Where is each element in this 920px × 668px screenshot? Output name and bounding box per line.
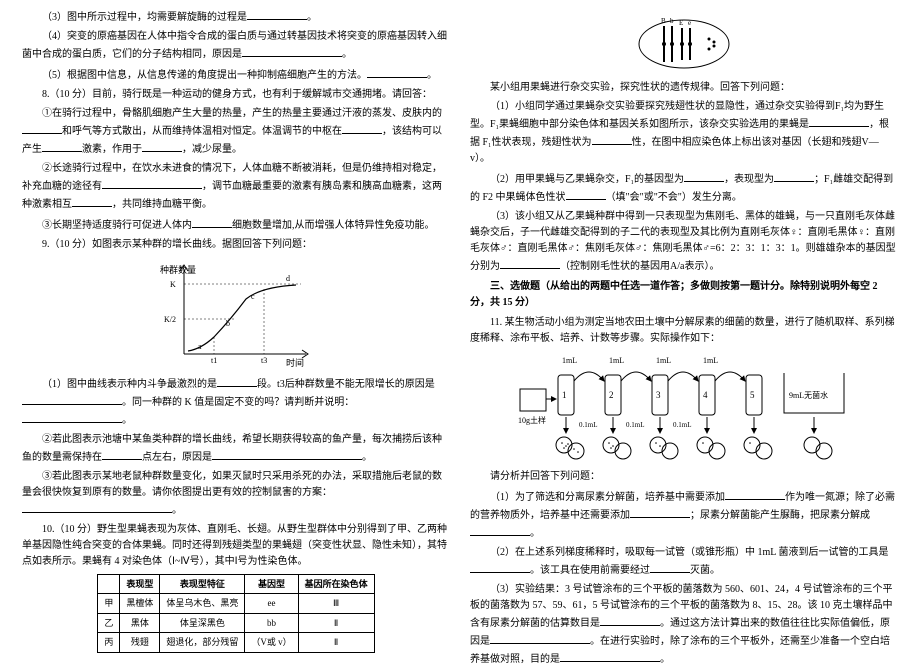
blank — [367, 66, 427, 78]
svg-text:e: e — [688, 19, 691, 27]
q8-2: ②长途骑行过程中，在饮水未进食的情况下，人体血糖不断被消耗，但是仍维持相对稳定，… — [22, 161, 450, 213]
table-row: 乙黑体体呈深黑色bbⅡ — [98, 613, 374, 632]
q3: （3）图中所示过程中，均需要解旋酶的过程是。 — [22, 8, 450, 26]
section-3-title: 三、选做题（从给出的两题中任选一道作答；多做则按第一题计分。除特别说明外每空 2… — [470, 279, 898, 311]
q8: 8.（10 分）目前，骑行既是一种运动的健身方式，也有利于缓解城市交通拥堵。请回… — [22, 87, 450, 103]
svg-text:t3: t3 — [261, 356, 267, 365]
r1: （1）小组同学通过果蝇杂交实验要探究残翅性状的显隐性，通过杂交实验得到F₁均为野… — [470, 99, 898, 167]
svg-text:5: 5 — [750, 390, 755, 400]
svg-text:b: b — [670, 17, 674, 25]
blank — [247, 8, 307, 20]
svg-text:1mL: 1mL — [562, 356, 577, 365]
phenotype-table: 表现型 表现型特征 基因型 基因所在染色体 甲黑檀体体呈乌木色、黑亮eeⅢ 乙黑… — [97, 574, 374, 653]
svg-text:3: 3 — [656, 390, 661, 400]
q5: （5）根据图中信息，从信息传递的角度提出一种抑制癌细胞产生的方法。。 — [22, 66, 450, 84]
svg-text:时间: 时间 — [286, 357, 304, 368]
q8-3: ③长期坚持适度骑行可促进人体内细胞数量增加,从而增强人体特异性免疫功能。 — [22, 216, 450, 234]
q4: （4）突变的原癌基因在人体中指令合成的蛋白质与通过转基因技术将突变的原癌基因转入… — [22, 29, 450, 63]
right-intro: 某小组用果蝇进行杂交实验，探究性状的遗传规律。回答下列问题： — [470, 80, 898, 96]
q9: 9.（10 分）如图表示某种群的增长曲线。据图回答下列问题： — [22, 237, 450, 253]
q11-2: （2）在上述系列梯度稀释时，吸取每一试管（或锥形瓶）中 1mL 菌液到后一试管的… — [470, 545, 898, 579]
svg-text:K: K — [170, 280, 176, 289]
svg-text:b: b — [226, 319, 230, 328]
q9-1: （1）图中曲线表示种内斗争最激烈的是段。t3后种群数量不能无限增长的原因是。同一… — [22, 375, 450, 429]
q11-intro: 请分析并回答下列问题： — [470, 469, 898, 485]
r2: （2）用甲果蝇与乙果蝇杂交，F₁的基因型为，表现型为；F₁雌雄交配得到的 F2 … — [470, 170, 898, 206]
q9-3: ③若此图表示某地老鼠种群数量变化，如果灭鼠时只采用杀死的办法，采取措施后老鼠的数… — [22, 469, 450, 519]
svg-text:种群数量: 种群数量 — [160, 264, 196, 275]
svg-text:c: c — [251, 292, 255, 301]
svg-text:9mL无菌水: 9mL无菌水 — [789, 390, 828, 400]
svg-text:1: 1 — [562, 390, 567, 400]
svg-text:1mL: 1mL — [656, 356, 671, 365]
table-row: 甲黑檀体体呈乌木色、黑亮eeⅢ — [98, 594, 374, 613]
svg-text:B: B — [661, 17, 666, 25]
q9-2: ②若此图表示池塘中某鱼类种群的增长曲线，希望长期获得较高的鱼产量，每次捕捞后该种… — [22, 432, 450, 466]
svg-text:t1: t1 — [211, 356, 217, 365]
svg-text:0.1mL: 0.1mL — [626, 421, 644, 429]
svg-text:4: 4 — [703, 390, 708, 400]
q11-1: （1）为了筛选和分离尿素分解菌，培养基中需要添加作为唯一氮源；除了必需的营养物质… — [470, 488, 898, 542]
svg-text:E: E — [679, 19, 683, 27]
svg-text:K/2: K/2 — [164, 315, 176, 324]
q8-1: ①在骑行过程中，骨骼肌细胞产生大量的热量，产生的热量主要通过汗液的蒸发、皮肤内的… — [22, 106, 450, 158]
blank — [242, 45, 342, 57]
q11: 11. 某生物活动小组为测定当地农田土壤中分解尿素的细菌的数量，进行了随机取样、… — [470, 315, 898, 347]
svg-text:d: d — [286, 274, 290, 283]
svg-text:2: 2 — [609, 390, 614, 400]
chromosome-diagram: B b E e — [470, 14, 898, 74]
q10: 10.（10 分）野生型果蝇表现为灰体、直刚毛、长翅。从野生型群体中分别得到了甲… — [22, 522, 450, 570]
r3: （3）该小组又从乙果蝇种群中得到一只表现型为焦刚毛、黑体的雄蝇，与一只直刚毛灰体… — [470, 209, 898, 275]
svg-text:10g土样: 10g土样 — [518, 415, 546, 425]
table-row: 丙残翅翅退化，部分残留（V或 v）Ⅱ — [98, 633, 374, 652]
q11-3: （3）实验结果：3 号试管涂布的三个平板的菌落数为 560、601、24，4 号… — [470, 582, 898, 668]
dilution-figure: 1mL 1mL 1mL 1mL 10g土样 1 2 3 — [470, 353, 898, 463]
svg-text:1mL: 1mL — [703, 356, 718, 365]
growth-curve-figure: 种群数量 时间 K K/2 a b c d t1 t3 — [22, 259, 450, 369]
svg-text:1mL: 1mL — [609, 356, 624, 365]
svg-text:0.1mL: 0.1mL — [579, 421, 597, 429]
svg-text:a: a — [198, 342, 202, 351]
svg-text:0.1mL: 0.1mL — [673, 421, 691, 429]
